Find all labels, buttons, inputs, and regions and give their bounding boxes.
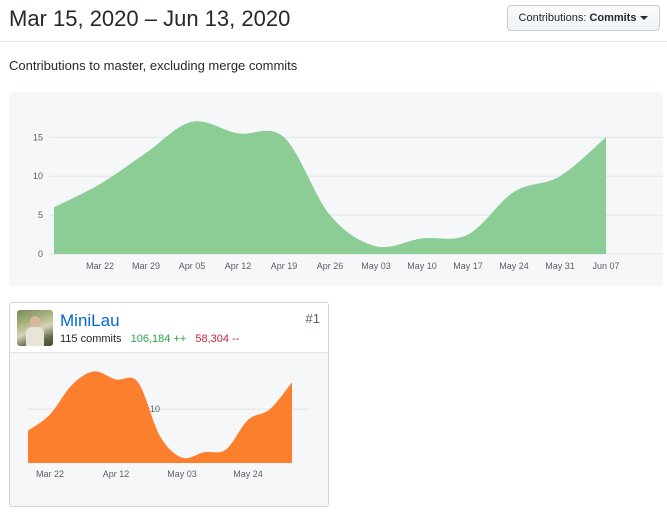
page-header: Mar 15, 2020 – Jun 13, 2020 Contribution… bbox=[0, 0, 667, 42]
contributor-chart-x-tick-label: Mar 22 bbox=[36, 469, 64, 479]
contributor-card: MiniLau 115 commits 106,184 ++ 58,304 --… bbox=[9, 302, 329, 507]
contributions-label: Contributions: bbox=[518, 12, 587, 24]
main-chart-x-tick-label: Apr 19 bbox=[271, 261, 298, 271]
main-chart-y-tick-label: 5 bbox=[38, 210, 43, 220]
main-contributions-chart: 0 5 10 15 Mar 22 Mar 29 Apr 05 Apr 12 Apr 19 Apr … bbox=[9, 92, 663, 286]
contributor-chart-x-tick-label: Apr 12 bbox=[103, 469, 130, 479]
avatar-body-shape bbox=[26, 327, 44, 346]
main-chart-x-tick-label: Mar 29 bbox=[132, 261, 160, 271]
graph-description: Contributions to master, excluding merge… bbox=[9, 58, 298, 73]
avatar-head-shape bbox=[30, 316, 40, 327]
main-chart-area bbox=[54, 121, 606, 254]
contributor-chart-area bbox=[28, 371, 292, 463]
contributor-chart-svg: 10 Mar 22 Apr 12 May 03 May 24 bbox=[28, 371, 310, 479]
main-chart-x-tick-label: May 17 bbox=[453, 261, 483, 271]
contributor-chart-x-tick-label: May 03 bbox=[167, 469, 197, 479]
main-chart-y-tick-label: 15 bbox=[33, 132, 43, 142]
avatar[interactable] bbox=[17, 310, 53, 346]
main-chart-x-tick-label: May 10 bbox=[407, 261, 437, 271]
deletions-count: 58,304 -- bbox=[195, 333, 240, 345]
date-range-title: Mar 15, 2020 – Jun 13, 2020 bbox=[9, 6, 291, 31]
main-chart-y-tick-label: 10 bbox=[33, 171, 43, 181]
main-chart-x-tick-label: Apr 12 bbox=[225, 261, 252, 271]
main-chart-x-tick-label: May 03 bbox=[361, 261, 391, 271]
main-chart-y-tick-label: 0 bbox=[38, 249, 43, 259]
main-chart-x-tick-label: Jun 07 bbox=[592, 261, 619, 271]
main-chart-svg: 0 5 10 15 Mar 22 Mar 29 Apr 05 Apr 12 Apr 19 Apr … bbox=[33, 121, 663, 271]
main-chart-x-tick-label: Mar 22 bbox=[86, 261, 114, 271]
additions-count: 106,184 ++ bbox=[130, 333, 187, 345]
contributions-select-button[interactable]: Contributions: Commits bbox=[507, 5, 660, 31]
main-chart-x-tick-label: May 31 bbox=[545, 261, 575, 271]
contributor-name-link[interactable]: MiniLau bbox=[60, 311, 120, 330]
contributions-value: Commits bbox=[589, 12, 637, 24]
main-chart-x-tick-label: Apr 05 bbox=[179, 261, 206, 271]
contributor-card-header: MiniLau 115 commits 106,184 ++ 58,304 --… bbox=[10, 303, 328, 353]
contributor-rank: #1 bbox=[305, 311, 320, 326]
caret-down-icon bbox=[640, 16, 649, 20]
contributor-stats: 115 commits 106,184 ++ 58,304 -- bbox=[60, 333, 239, 345]
contributor-chart-x-tick-label: May 24 bbox=[233, 469, 263, 479]
contributor-chart-y-tick-label: 10 bbox=[150, 404, 160, 414]
main-chart-x-tick-label: Apr 26 bbox=[317, 261, 344, 271]
contributor-chart: 10 Mar 22 Apr 12 May 03 May 24 bbox=[10, 353, 328, 506]
commit-count: 115 commits bbox=[60, 333, 122, 345]
main-chart-x-tick-label: May 24 bbox=[499, 261, 529, 271]
